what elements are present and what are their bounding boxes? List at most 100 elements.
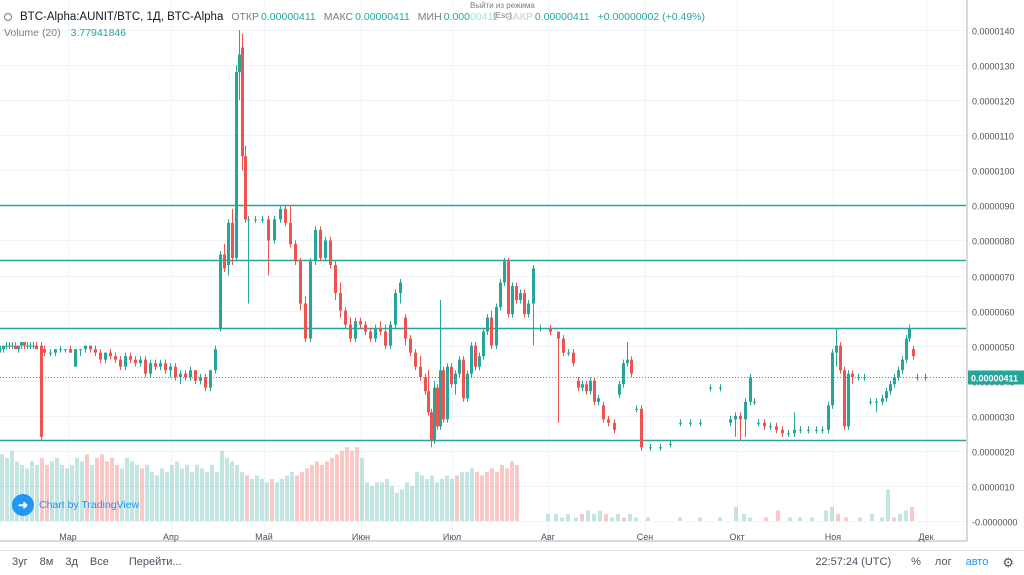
candle-body (474, 345, 477, 367)
volume-bar (574, 517, 578, 521)
volume-bar (90, 464, 94, 521)
candle-body (189, 370, 192, 378)
candle-body (851, 373, 854, 378)
candle-body (699, 422, 702, 424)
exit-fullscreen-key: (Esc) (493, 11, 512, 20)
candle-body (389, 324, 392, 346)
candle-body (486, 317, 489, 332)
candle-body (749, 377, 752, 402)
tradingview-badge[interactable]: ➜ Chart by TradingView (12, 494, 139, 516)
candle-body (589, 380, 592, 392)
candle-body (857, 377, 860, 379)
candle-body (354, 321, 357, 339)
x-tick-label: Июл (443, 532, 461, 542)
candle-body (235, 72, 238, 258)
candle-body (214, 349, 217, 371)
range-button-all[interactable]: Все (89, 556, 109, 568)
volume-bar (824, 510, 828, 521)
candle-body (763, 422, 766, 427)
volume-bar (370, 485, 374, 521)
candle-body (69, 349, 72, 353)
volume-bar (592, 513, 596, 521)
candle-body (450, 366, 453, 385)
volume-bar (85, 454, 89, 521)
open-value: 0.00000411 (261, 11, 316, 23)
symbol-status-icon (4, 13, 12, 21)
volume-bar (776, 510, 780, 521)
candle-body (289, 222, 292, 244)
candle-body (89, 345, 92, 350)
volume-label[interactable]: Volume (20) (4, 27, 61, 39)
volume-bar (554, 513, 558, 521)
volume-bar (80, 461, 84, 521)
percent-toggle[interactable]: % (911, 556, 921, 568)
candle-body (515, 286, 518, 301)
range-button-8m[interactable]: 8м (39, 556, 54, 568)
candle-body (279, 208, 282, 220)
candle-body (905, 338, 908, 360)
open-label: ОТКР (231, 11, 260, 23)
volume-bar (495, 471, 499, 521)
candle-body (54, 349, 57, 353)
candle-body (787, 433, 790, 435)
candle-body (2, 345, 5, 350)
candle-body (14, 345, 17, 350)
candle-body (847, 373, 850, 427)
volume-bar (385, 478, 389, 521)
candle-body (539, 328, 542, 330)
candle-body (174, 366, 177, 378)
candle-body (719, 387, 722, 389)
volume-bar (560, 517, 564, 521)
volume-bar (788, 517, 792, 521)
candle-body (821, 429, 824, 431)
candle-body (43, 349, 46, 353)
volume-bar (420, 475, 424, 521)
volume-bar (616, 513, 620, 521)
candle-body (334, 264, 337, 294)
candle-body (835, 345, 838, 353)
candle-body (827, 405, 830, 430)
volume-bar (580, 513, 584, 521)
volume-bar (125, 457, 129, 521)
candle-body (499, 282, 502, 308)
y-tick-label: 0.0000070 (972, 273, 1015, 283)
candle-body (409, 338, 412, 353)
range-button-3d[interactable]: 3д (65, 556, 78, 568)
x-tick-label: Ноя (825, 532, 842, 542)
candle-body (11, 345, 14, 347)
candle-body (593, 380, 596, 402)
volume-bar (622, 517, 626, 521)
candle-body (875, 401, 878, 403)
candle-body (209, 370, 212, 388)
volume-bar (310, 464, 314, 521)
volume-bar (190, 471, 194, 521)
volume-bar (350, 450, 354, 521)
symbol-title[interactable]: BTC-Alpha:AUNIT/BTC, 1Д, BTC-Alpha (20, 11, 224, 23)
candle-body (204, 377, 207, 388)
range-button-3y[interactable]: 3уг (12, 556, 28, 568)
y-tick-label: 0.0000080 (972, 237, 1015, 247)
volume-bar (505, 468, 509, 521)
exit-fullscreen-tooltip[interactable]: Выйти из режима (Esc) (470, 1, 535, 21)
y-tick-label: 0.0000020 (972, 448, 1015, 458)
candle-body (29, 345, 32, 347)
goto-button[interactable]: Перейти... (128, 556, 182, 568)
auto-toggle[interactable]: авто (965, 556, 989, 568)
candle-body (219, 254, 222, 329)
candle-body (129, 356, 132, 360)
candle-body (119, 359, 122, 367)
volume-bar (844, 517, 848, 521)
volume-bar (390, 485, 394, 521)
log-toggle[interactable]: лог (934, 556, 952, 568)
range-buttons: 3уг 8м 3д Все Перейти... (12, 556, 182, 568)
y-tick-label: 0.0000010 (972, 483, 1015, 493)
price-chart[interactable]: 0.0000140 0.0000130 0.0000120 0.0000110 0.00… (0, 0, 1024, 550)
volume-bar (485, 471, 489, 521)
candle-body (618, 384, 621, 395)
gear-icon[interactable]: ⚙ (1002, 554, 1014, 570)
volume-bar (250, 478, 254, 521)
candle-body (369, 331, 372, 339)
candle-body (414, 352, 417, 367)
candle-body (154, 363, 157, 367)
volume-bar (430, 475, 434, 521)
